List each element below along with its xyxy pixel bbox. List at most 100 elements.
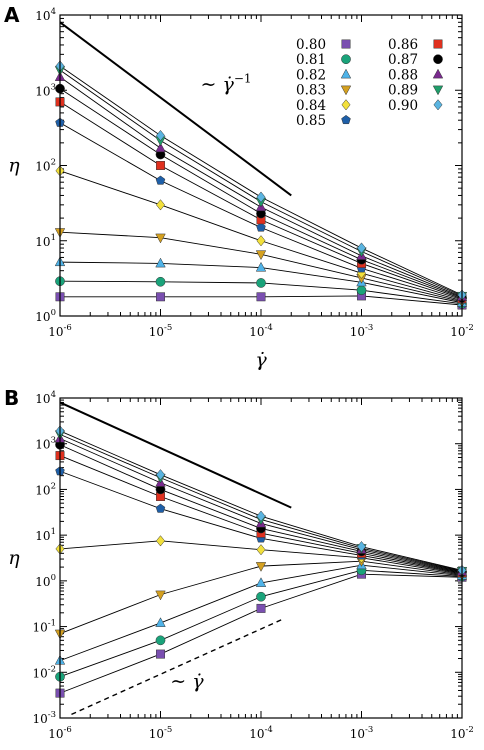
series-markers	[55, 569, 467, 698]
y-tick-exponent: 4	[51, 390, 56, 400]
data-point	[155, 175, 166, 185]
annotation-prefix: ∼	[170, 670, 192, 692]
panel-label: B	[4, 386, 19, 410]
annotation-symbol: γ̇	[222, 73, 234, 95]
x-tick-exponent: -3	[365, 323, 373, 333]
x-tick-label: 10-6	[48, 323, 72, 339]
annotation-prefix: ∼	[200, 73, 222, 95]
x-tick-label: 10-4	[249, 323, 273, 339]
x-tick-exponent: -6	[64, 725, 72, 735]
y-tick-base: 10	[35, 575, 50, 589]
y-tick-exponent: 3	[51, 82, 56, 92]
x-tick-exponent: -2	[466, 323, 474, 333]
data-point	[256, 292, 266, 302]
data-point	[255, 250, 267, 261]
data-point	[256, 603, 266, 613]
slope-annotation: ∼ γ̇	[170, 670, 204, 692]
x-axis-label: γ̇	[255, 349, 267, 371]
y-tick-label: 103	[35, 82, 56, 98]
y-tick-label: 10-2	[32, 664, 56, 680]
x-tick-base: 10	[249, 727, 264, 741]
y-tick-exponent: 0	[51, 573, 56, 583]
y-tick-label: 101	[35, 233, 56, 249]
data-point	[256, 544, 266, 556]
legend-marker	[341, 114, 351, 125]
y-tick-base: 10	[35, 160, 50, 174]
legend-marker	[341, 39, 351, 49]
x-tick-exponent: -3	[365, 725, 373, 735]
x-tick-label: 10-3	[350, 323, 374, 339]
legend-entry-label: 0.87	[388, 52, 418, 68]
y-axis-label: η	[8, 547, 20, 569]
data-point	[255, 577, 267, 587]
x-tick-base: 10	[249, 325, 264, 339]
y-tick-exponent: 2	[51, 158, 56, 168]
data-point	[256, 222, 266, 232]
y-tick-label: 102	[35, 481, 56, 497]
data-point	[155, 503, 166, 513]
y-tick-label: 101	[35, 527, 56, 543]
data-point	[156, 292, 165, 302]
y-tick-exponent: -2	[48, 664, 56, 674]
data-point	[156, 649, 165, 659]
legend-marker	[341, 54, 351, 65]
legend-marker	[340, 68, 352, 79]
annotation-symbol: γ̇	[192, 670, 204, 692]
y-tick-base: 10	[32, 712, 47, 726]
guide-line-solid	[59, 21, 292, 197]
y-tick-base: 10	[35, 84, 50, 98]
y-tick-base: 10	[35, 392, 50, 406]
legend-marker	[341, 99, 351, 111]
x-tick-label: 10-2	[450, 323, 474, 339]
data-point	[255, 562, 267, 572]
legend-entry-label: 0.89	[388, 83, 418, 99]
y-tick-label: 103	[35, 436, 56, 452]
y-tick-base: 10	[35, 438, 50, 452]
legend-marker	[340, 85, 352, 96]
x-tick-base: 10	[450, 325, 465, 339]
y-tick-label: 104	[35, 390, 56, 406]
data-point	[155, 276, 166, 287]
data-point	[356, 285, 367, 296]
data-point	[356, 541, 367, 553]
y-tick-exponent: 3	[51, 436, 56, 446]
y-tick-exponent: -1	[48, 619, 56, 629]
y-tick-exponent: 1	[51, 527, 56, 537]
guide-line-dashed	[71, 617, 285, 716]
data-point	[256, 191, 266, 203]
data-point	[156, 161, 165, 170]
legend-entry-label: 0.86	[388, 37, 418, 53]
x-tick-base: 10	[450, 727, 465, 741]
x-tick-exponent: -4	[265, 725, 273, 735]
y-tick-exponent: 1	[51, 233, 56, 243]
y-tick-label: 10-1	[32, 619, 56, 635]
guide-line-solid	[59, 401, 292, 509]
x-tick-label: 10-4	[249, 725, 273, 741]
x-tick-exponent: -6	[64, 323, 72, 333]
x-tick-base: 10	[149, 727, 164, 741]
y-tick-label: 102	[35, 158, 56, 174]
legend-entry-label: 0.85	[296, 113, 326, 129]
x-tick-exponent: -4	[265, 323, 273, 333]
data-point	[356, 242, 367, 254]
panel-label: A	[4, 3, 20, 27]
x-tick-label: 10-2	[450, 725, 474, 741]
data-point	[255, 261, 267, 272]
data-point	[155, 469, 166, 481]
y-tick-base: 10	[32, 621, 47, 635]
legend-marker	[433, 39, 443, 49]
y-tick-exponent: 2	[51, 481, 56, 491]
x-tick-exponent: -5	[164, 725, 172, 735]
y-tick-label: 10-3	[32, 710, 56, 726]
x-tick-base: 10	[350, 727, 365, 741]
x-tick-base: 10	[48, 727, 63, 741]
data-point	[256, 235, 266, 247]
data-point	[155, 142, 166, 153]
data-point	[155, 129, 166, 142]
data-point	[256, 510, 266, 522]
y-tick-exponent: -3	[48, 710, 56, 720]
x-tick-base: 10	[149, 325, 164, 339]
x-tick-exponent: -5	[164, 323, 172, 333]
data-point	[256, 278, 266, 288]
